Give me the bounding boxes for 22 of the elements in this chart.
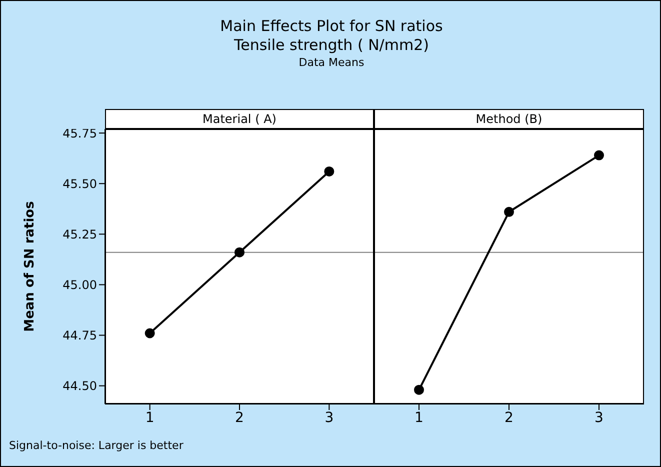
y-axis-title: Mean of SN ratios (22, 200, 38, 332)
y-tick-label: 44.75 (62, 328, 97, 343)
y-tick-label: 45.50 (62, 176, 97, 191)
text: Data Means (298, 55, 366, 71)
x-tick-label: 3 (594, 410, 604, 426)
point (324, 166, 334, 176)
x-tick-label: 2 (235, 410, 244, 426)
chart-title: Main Effects Plot for SN ratios (219, 17, 444, 36)
y-tick-label: 45.25 (62, 227, 97, 242)
y-tick-label: 45.00 (62, 278, 97, 292)
x-axis-title: Method (B) (374, 109, 644, 129)
chart-subtitle: Tensile strength ( N/mm2) (233, 36, 430, 55)
x-tick-label: 2 (504, 410, 514, 426)
y-tick-label: 45.75 (62, 126, 97, 140)
point (144, 328, 155, 338)
y-tick-label: 44.50 (62, 379, 97, 394)
point (234, 247, 244, 258)
x-tick-label: 1 (414, 410, 424, 426)
text: Signal-to-noise: Larger is better (9, 439, 184, 452)
x-axis-title: Material ( A) (105, 109, 374, 129)
x-tick-label: 3 (324, 410, 334, 426)
x-tick-label: 1 (145, 410, 154, 426)
